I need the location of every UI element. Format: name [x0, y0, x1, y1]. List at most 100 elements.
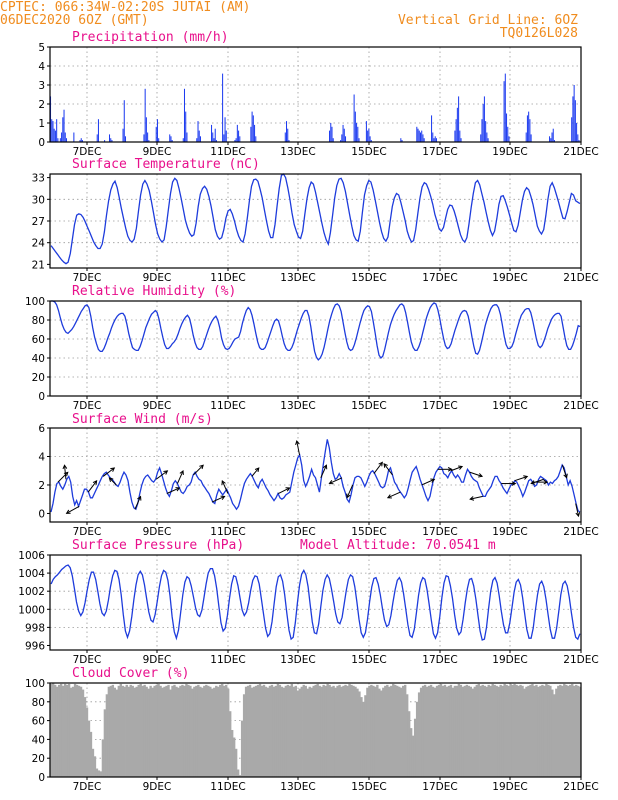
- wind-vector: [561, 464, 568, 479]
- x-tick-label: 7DEC: [73, 526, 102, 538]
- precip-bar: [553, 140, 555, 142]
- header-date: 06DEC2020 6OZ (GMT): [0, 13, 149, 28]
- wind-vector-shaft: [329, 477, 343, 484]
- cloud-bar: [266, 687, 270, 777]
- cloud-bar: [471, 688, 475, 777]
- cloud-bar: [455, 685, 459, 777]
- cloud-bar: [258, 683, 262, 777]
- cloud-bar: [531, 683, 534, 777]
- precip-bar: [358, 138, 360, 142]
- cloud-bar: [256, 684, 260, 777]
- cloud-bar: [276, 683, 280, 777]
- x-tick-label: 15DEC: [351, 146, 386, 158]
- precip-bar: [286, 121, 288, 142]
- wind-vector: [437, 466, 453, 472]
- cloud-bar: [274, 685, 278, 777]
- cloud-bar: [67, 683, 71, 777]
- wind-vector-shaft: [251, 467, 260, 477]
- wind-vector: [62, 464, 68, 480]
- cloud-bar: [109, 685, 113, 777]
- cloud-bar: [346, 685, 349, 777]
- precip-bar: [571, 117, 573, 142]
- cloud-bar: [579, 686, 582, 777]
- x-tick-label: 13DEC: [280, 781, 315, 793]
- panel-title: Surface Pressure (hPa): [72, 538, 244, 553]
- wind-vector-head: [478, 473, 484, 478]
- cloud-bar: [320, 686, 323, 777]
- precip-bar: [222, 73, 224, 142]
- precip-bar: [148, 140, 150, 142]
- precip-bar: [529, 119, 531, 142]
- cloud-bar: [567, 685, 570, 777]
- precip-bar: [435, 138, 437, 142]
- cloud-bar: [173, 684, 176, 777]
- cloud-bar: [467, 685, 471, 777]
- x-tick-label: 15DEC: [351, 526, 386, 538]
- precip-bar: [528, 111, 530, 142]
- wind-vector: [421, 478, 436, 486]
- cloud-bar: [201, 687, 204, 777]
- precip-bar: [549, 136, 551, 142]
- wind-vector: [108, 477, 117, 486]
- precip-bar: [214, 128, 216, 142]
- precip-bar: [551, 132, 553, 142]
- cloud-bar: [503, 683, 506, 777]
- precip-bar: [455, 119, 457, 142]
- cloud-bar: [51, 683, 55, 777]
- precip-bar: [254, 124, 256, 142]
- cloud-bar: [344, 684, 347, 777]
- precip-bar: [158, 138, 160, 142]
- precip-bar: [530, 134, 532, 142]
- cloud-bar: [228, 711, 232, 777]
- wind-vector-head: [328, 479, 334, 485]
- precip-bar: [111, 140, 113, 142]
- x-tick-label: 21DEC: [563, 400, 598, 412]
- cloud-bar: [419, 687, 423, 777]
- cloud-bar: [577, 685, 580, 777]
- x-tick-label: 21DEC: [563, 526, 598, 538]
- wind-vector-head: [285, 487, 291, 492]
- precip-bar: [61, 132, 63, 142]
- precip-bar: [124, 136, 127, 142]
- precip-bar: [145, 117, 147, 142]
- precip-bar: [418, 130, 420, 142]
- cloud-bar: [99, 771, 103, 777]
- cloud-bar: [262, 684, 266, 777]
- panel-frame: [49, 427, 582, 523]
- cloud-bar: [439, 683, 443, 777]
- cloud-bar: [549, 685, 552, 777]
- y-tick-label: 60: [32, 334, 45, 346]
- x-tick-label: 21DEC: [563, 781, 598, 793]
- cloud-bar: [217, 686, 220, 777]
- cloud-bar: [207, 685, 210, 777]
- cloud-bar: [250, 687, 254, 777]
- cloud-bar: [453, 685, 457, 777]
- precip-bar: [332, 138, 334, 142]
- cloud-bar: [219, 684, 222, 777]
- cloud-bar: [543, 685, 546, 777]
- wind-vector-shaft: [531, 478, 544, 484]
- cloud-bar: [469, 686, 473, 777]
- wind-vector: [251, 467, 260, 477]
- wind-vector-head: [575, 512, 581, 518]
- precip-bar: [370, 140, 372, 142]
- cloud-bar: [517, 685, 520, 777]
- precip-bar: [197, 121, 199, 142]
- precip-bar: [483, 96, 485, 142]
- wind-vector-shaft: [450, 466, 463, 472]
- precip-bar: [357, 126, 359, 142]
- cloud-bar: [413, 718, 417, 777]
- precip-bar: [459, 130, 461, 142]
- cloud-bar: [177, 687, 180, 777]
- wind-vector-head: [511, 481, 517, 486]
- x-tick-label: 15DEC: [351, 400, 386, 412]
- cloud-bar: [127, 686, 130, 777]
- y-tick-label: 1006: [18, 550, 45, 562]
- cloud-bar: [115, 689, 119, 777]
- cloud-bar: [270, 684, 274, 777]
- precip-bar: [342, 124, 344, 142]
- precip-bar: [550, 138, 552, 142]
- cloud-bar: [79, 686, 83, 777]
- precip-bar: [431, 115, 433, 142]
